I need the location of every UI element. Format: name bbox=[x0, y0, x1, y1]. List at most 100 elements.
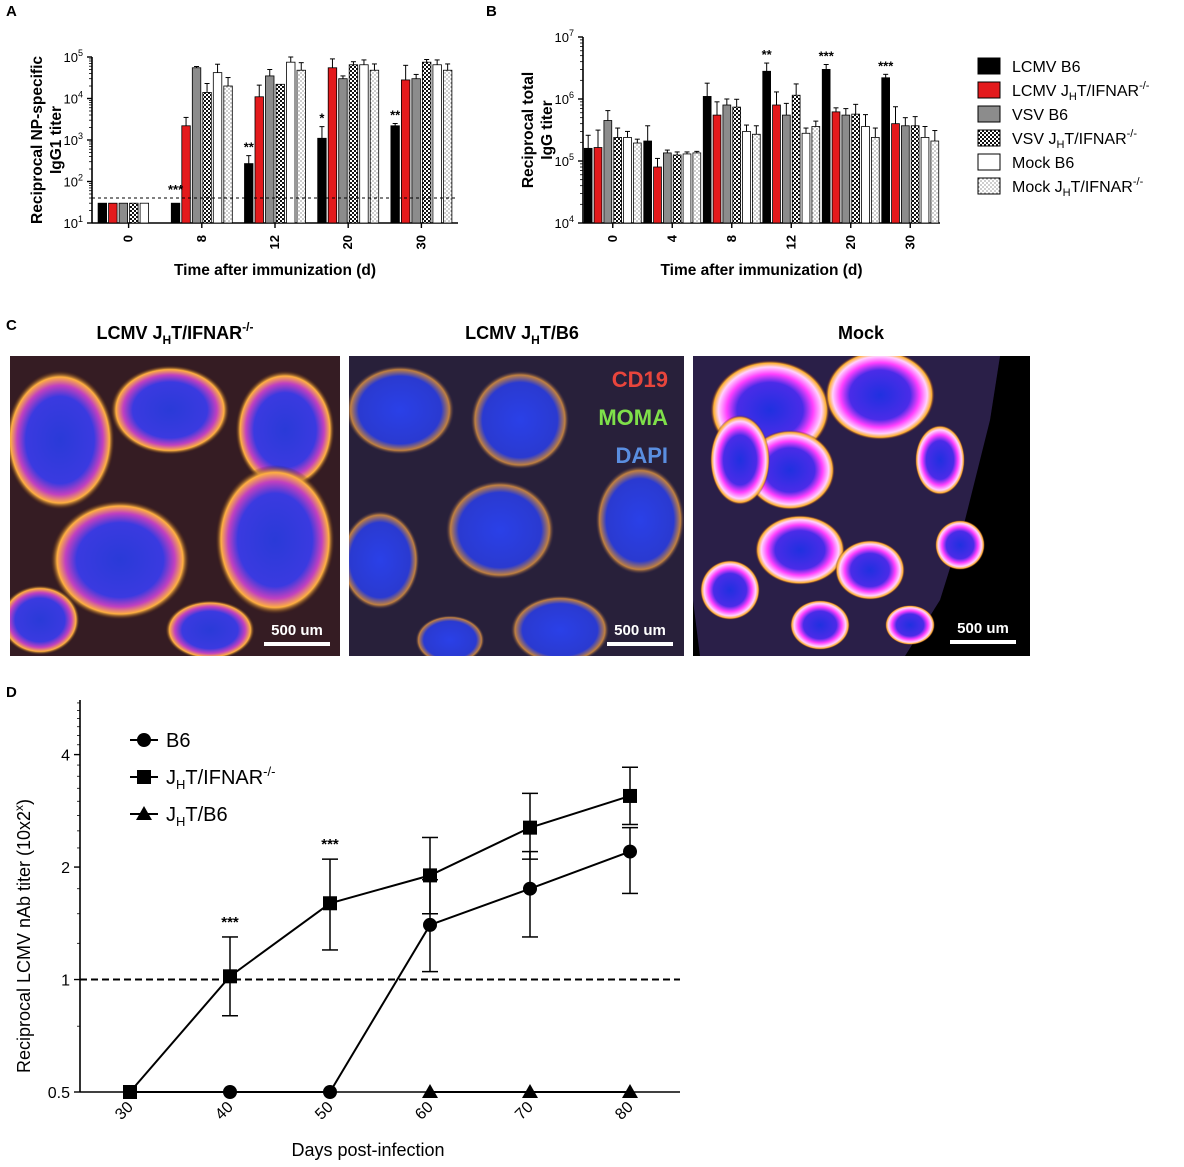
legend-swatch bbox=[977, 153, 1001, 171]
x-tick-label: 60 bbox=[412, 1099, 437, 1124]
x-tick-label: 8 bbox=[724, 235, 739, 242]
bar bbox=[811, 126, 821, 224]
x-tick-label: 12 bbox=[783, 235, 798, 249]
y-axis-title: Reciprocal NP-specific bbox=[29, 56, 46, 224]
data-point bbox=[623, 788, 637, 803]
legend-marker bbox=[137, 733, 151, 747]
y-axis-title: Reciprocal total bbox=[520, 72, 537, 188]
scale-bar-label-3: 500 um bbox=[957, 620, 1009, 637]
bar bbox=[223, 85, 233, 224]
bar bbox=[762, 70, 771, 224]
x-tick-label: 30 bbox=[112, 1099, 137, 1124]
legend-label: B6 bbox=[166, 730, 190, 752]
y-tick-label: 4 bbox=[61, 748, 70, 765]
bar bbox=[910, 125, 920, 224]
x-tick-label: 0 bbox=[605, 235, 620, 242]
x-tick-label: 8 bbox=[194, 235, 209, 242]
significance-annotation: *** bbox=[168, 182, 184, 197]
micrograph-title-2: LCMV JHT/B6 bbox=[465, 323, 579, 347]
x-axis-title: Time after immunization (d) bbox=[174, 262, 376, 279]
significance-annotation: *** bbox=[221, 914, 239, 931]
series-line bbox=[130, 850, 631, 1093]
data-point bbox=[323, 896, 337, 911]
bar bbox=[593, 147, 603, 224]
bar bbox=[265, 75, 275, 224]
x-tick-label: 70 bbox=[512, 1099, 537, 1124]
significance-annotation: ** bbox=[390, 107, 401, 122]
micrograph-lcmv-jht-ifnar bbox=[10, 356, 340, 656]
bar bbox=[672, 154, 682, 224]
bar bbox=[851, 113, 860, 224]
bar bbox=[411, 78, 421, 224]
y-axis-title: IgG titer bbox=[539, 100, 556, 159]
bar bbox=[821, 69, 831, 224]
bar bbox=[603, 120, 613, 224]
bar bbox=[920, 137, 930, 224]
legend-label: LCMV JHT/IFNAR-/- bbox=[1012, 80, 1150, 103]
x-tick-label: 20 bbox=[843, 235, 858, 249]
legend-swatch bbox=[977, 105, 1001, 123]
scale-bar-2 bbox=[607, 642, 673, 646]
legend-swatch bbox=[977, 57, 1001, 75]
data-point bbox=[522, 1084, 538, 1098]
bar bbox=[682, 153, 692, 224]
x-tick-label: 40 bbox=[212, 1099, 237, 1124]
legend-label: VSV B6 bbox=[1012, 107, 1068, 124]
bar bbox=[118, 202, 128, 224]
legend-label: Mock JHT/IFNAR-/- bbox=[1012, 176, 1144, 199]
bar bbox=[317, 137, 327, 224]
micrograph-mock bbox=[693, 356, 1030, 656]
bar bbox=[212, 72, 223, 224]
x-tick-label: 0 bbox=[121, 235, 136, 242]
bar bbox=[442, 69, 453, 224]
scale-bar-label-1: 500 um bbox=[271, 622, 323, 639]
bar bbox=[244, 163, 254, 224]
bar bbox=[752, 133, 761, 224]
y-axis-title: IgG1 titer bbox=[48, 106, 65, 174]
bar bbox=[742, 131, 751, 224]
significance-annotation: *** bbox=[878, 58, 894, 73]
y-tick-label: 0.5 bbox=[48, 1085, 70, 1102]
micrograph-title-1: LCMV JHT/IFNAR-/- bbox=[96, 320, 253, 347]
y-tick-label: 102 bbox=[64, 173, 83, 190]
bar bbox=[930, 140, 940, 224]
bar bbox=[861, 126, 870, 224]
bar bbox=[831, 111, 841, 224]
x-axis-title: Days post-infection bbox=[291, 1140, 444, 1160]
bar bbox=[181, 125, 191, 224]
legend-swatch bbox=[977, 81, 1001, 99]
y-tick-label: 104 bbox=[64, 90, 83, 107]
legend-label: Mock B6 bbox=[1012, 155, 1074, 172]
y-tick-label: 104 bbox=[555, 214, 574, 231]
y-tick-label: 101 bbox=[64, 214, 83, 231]
bar bbox=[275, 83, 285, 224]
bar bbox=[623, 137, 632, 224]
significance-annotation: *** bbox=[321, 836, 339, 853]
bar bbox=[359, 64, 369, 224]
bar bbox=[871, 137, 880, 224]
x-tick-label: 4 bbox=[664, 234, 679, 242]
legend-marker bbox=[137, 770, 151, 784]
data-point bbox=[423, 917, 437, 932]
bar bbox=[202, 92, 212, 224]
legend-swatch bbox=[977, 177, 1001, 195]
bar bbox=[633, 142, 642, 224]
micrograph-title-3: Mock bbox=[838, 323, 885, 343]
data-point bbox=[523, 820, 537, 835]
legend-label: LCMV B6 bbox=[1012, 59, 1081, 76]
scale-bar-3 bbox=[950, 640, 1016, 644]
y-tick-label: 107 bbox=[555, 28, 574, 45]
bar bbox=[801, 132, 811, 224]
data-point bbox=[423, 868, 437, 883]
panel-letter-a: A bbox=[6, 3, 17, 20]
legend-label: VSV JHT/IFNAR-/- bbox=[1012, 128, 1137, 151]
bar bbox=[129, 202, 139, 224]
bar bbox=[732, 106, 741, 224]
panel-letter-b: B bbox=[486, 3, 497, 20]
significance-annotation: ** bbox=[762, 47, 773, 62]
panel-letter-c: C bbox=[6, 317, 17, 334]
y-axis-title: Reciprocal LCMV nAb titer (10x2x) bbox=[12, 799, 34, 1073]
bar bbox=[782, 114, 791, 224]
